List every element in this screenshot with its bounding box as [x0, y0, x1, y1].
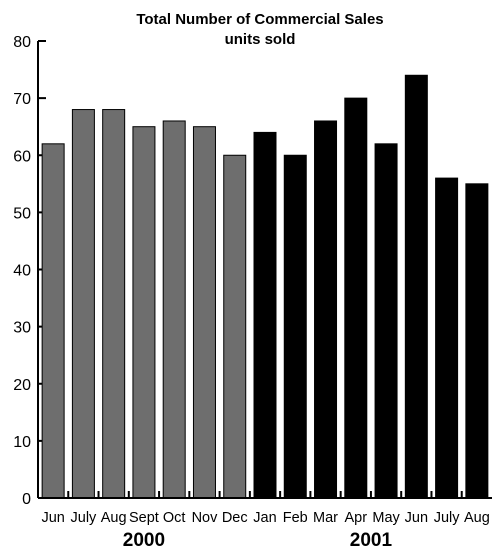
y-tick-label: 30: [13, 320, 31, 337]
x-category-label: May: [372, 510, 400, 526]
bar-apr-10: [344, 97, 368, 499]
bar-may-11: [374, 143, 398, 499]
y-tick-label: 40: [13, 263, 31, 280]
y-tick-label: 0: [22, 491, 31, 508]
bar-aug-2: [102, 109, 126, 499]
bar-sept-3: [132, 126, 156, 499]
x-category-label: Feb: [283, 510, 308, 526]
bar-nov-5: [192, 126, 216, 499]
y-tick-label: 20: [13, 377, 31, 394]
bar-jan-7: [253, 131, 277, 499]
y-tick-label: 60: [13, 148, 31, 165]
x-axis: Jun July Aug Sept Oct Nov Dec Jan Feb Mar Apr May Ju…: [38, 491, 492, 548]
bars: [41, 74, 489, 499]
x-category-label: Nov: [192, 510, 219, 526]
x-category-label: Apr: [345, 510, 368, 526]
x-category-label: Dec: [222, 510, 248, 526]
bar-feb-8: [283, 154, 307, 499]
x-category-label: Mar: [313, 510, 338, 526]
bar-july-13: [435, 177, 459, 499]
x-category-label: Aug: [464, 510, 490, 526]
year-label-2001: 2001: [350, 530, 393, 548]
x-category-label: July: [434, 510, 461, 526]
x-category-label: Sept: [129, 510, 159, 526]
bar-july-1: [71, 109, 95, 499]
bar-jun-0: [41, 143, 65, 499]
bar-oct-4: [162, 120, 186, 499]
y-tick-label: 70: [13, 91, 31, 108]
y-tick-label: 80: [13, 34, 31, 51]
x-category-label: Jan: [253, 510, 276, 526]
x-category-label: Jun: [405, 510, 428, 526]
x-category-label: Jun: [41, 510, 64, 526]
bar-aug-14: [465, 183, 489, 499]
x-category-label: July: [71, 510, 98, 526]
y-axis: 0 10 20 30 40 50 60 70 80: [13, 34, 46, 508]
y-tick-label: 50: [13, 205, 31, 222]
bar-mar-9: [314, 120, 338, 499]
bar-jun-12: [404, 74, 428, 499]
chart-subtitle: units sold: [225, 31, 296, 48]
chart-title: Total Number of Commercial Sales: [136, 11, 383, 28]
y-tick-label: 10: [13, 434, 31, 451]
year-label-2000: 2000: [123, 530, 165, 548]
bar-dec-6: [223, 154, 247, 499]
x-category-label: Aug: [101, 510, 127, 526]
x-category-label: Oct: [163, 510, 186, 526]
